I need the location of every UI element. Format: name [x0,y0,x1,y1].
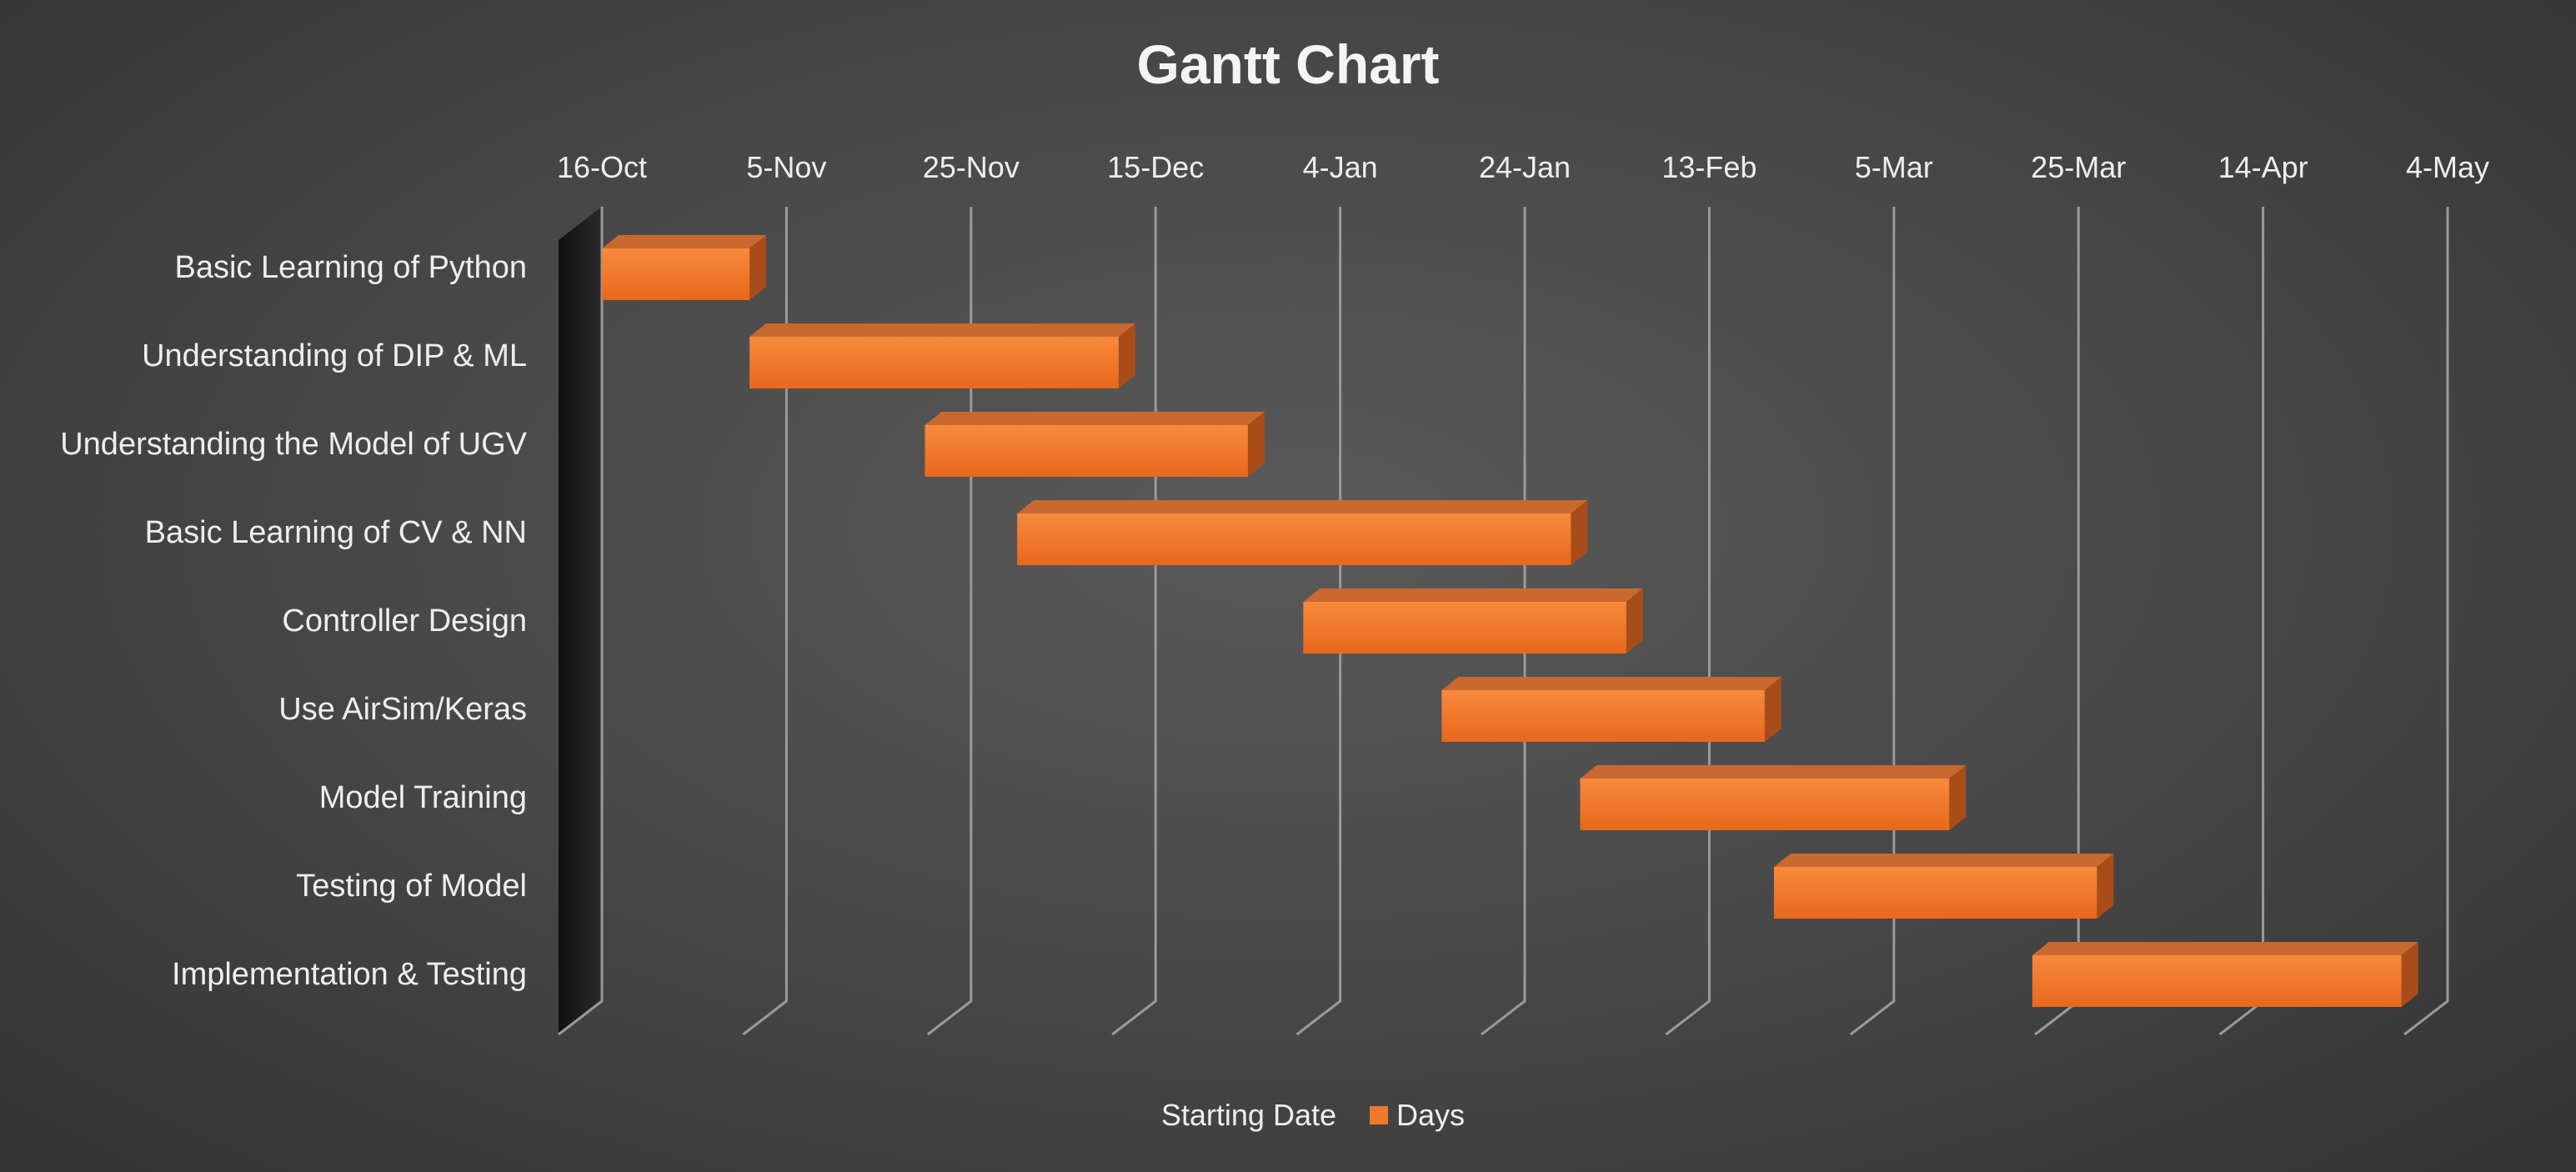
y-category-label: Basic Learning of CV & NN [145,515,527,550]
gantt-bar-top [749,323,1135,337]
gantt-bar-front [602,248,750,300]
legend-entry-days: Days [1396,1098,1465,1132]
gantt-bar-front [1580,779,1950,830]
x-tick-label: 15-Dec [1107,150,1204,184]
gridline [2403,207,2449,1036]
gantt-bar [1580,765,1967,830]
gantt-bar-top [1441,677,1782,690]
y-category-label: Testing of Model [296,869,527,904]
gantt-bar [1441,677,1782,742]
gantt-bar-front [1303,602,1626,654]
gantt-bar-top [1303,589,1643,602]
x-tick-label: 13-Feb [1661,150,1757,184]
gantt-bar-side [1247,412,1265,477]
gantt-bar-front [925,425,1248,477]
gantt-bar [1017,500,1588,565]
chart-title: Gantt Chart [1137,33,1440,95]
gridline [1665,207,1711,1036]
legend-entry-starting-date: Starting Date [1161,1098,1336,1132]
chart-side-wall [559,207,602,1034]
x-tick-label: 4-Jan [1303,150,1378,184]
legend: Starting Date Days [1161,1098,1465,1132]
x-tick-label: 5-Nov [746,150,826,184]
x-tick-label: 5-Mar [1855,150,1933,184]
gantt-bar-front [1773,867,2097,919]
gantt-bar-side [749,235,767,300]
gridline [1481,207,1526,1036]
gridline [1296,207,1342,1036]
legend-swatch-days [1370,1106,1388,1124]
y-category-label: Understanding the Model of UGV [60,427,527,462]
gantt-bar-side [1118,323,1135,388]
gantt-bar-front [749,337,1119,388]
x-tick-label: 16-Oct [557,150,647,184]
gantt-bar-top [2032,942,2418,955]
gridline [2218,207,2265,1036]
gantt-bar-top [925,412,1265,425]
gantt-bar [1773,854,2114,919]
gantt-bar-top [1773,854,2114,867]
x-tick-label: 24-Jan [1479,150,1571,184]
gantt-bar-side [1626,589,1643,654]
gridline [1849,207,1896,1036]
y-category-label: Use AirSim/Keras [278,692,527,727]
gridline [558,207,604,1036]
y-category-label: Implementation & Testing [172,957,527,992]
gantt-bar-side [1949,765,1967,830]
gantt-bar-side [1764,677,1782,742]
x-tick-label: 4-May [2406,150,2489,184]
x-tick-label: 25-Mar [2031,150,2126,184]
y-category-label: Controller Design [282,604,527,639]
gantt-bar-side [2097,854,2114,919]
gantt-bar-top [1017,500,1588,513]
y-category-label: Basic Learning of Python [175,250,528,285]
gantt-bar [602,235,767,300]
gantt-bar [1303,589,1643,654]
x-tick-label: 25-Nov [923,150,1020,184]
gantt-bar-side [1571,500,1588,565]
gantt-bar-top [1580,765,1967,779]
gantt-bar [925,412,1265,477]
y-category-label: Model Training [319,780,527,815]
gantt-bar-front [2032,955,2402,1007]
gantt-bar [749,323,1135,388]
gantt-bar-top [602,235,767,248]
x-tick-label: 14-Apr [2218,150,2308,184]
gantt-bar-front [1441,690,1765,742]
gantt-bar [2032,942,2418,1007]
y-category-label: Understanding of DIP & ML [142,338,527,373]
gantt-bar-side [2401,942,2418,1007]
gridline [742,207,788,1036]
gantt-bar-front [1017,513,1571,565]
